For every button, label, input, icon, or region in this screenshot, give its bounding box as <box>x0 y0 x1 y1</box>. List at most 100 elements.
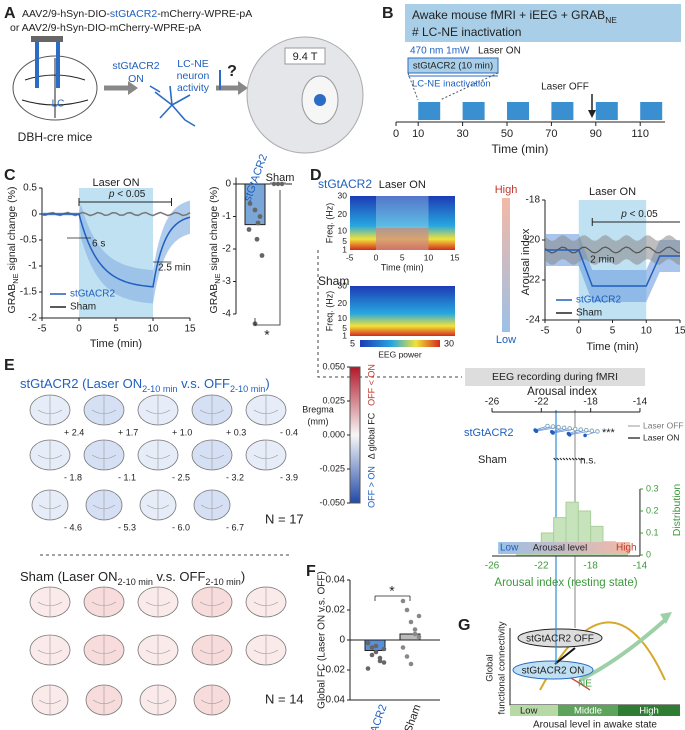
text-part: -mCherry-WPRE-pA <box>157 8 252 20</box>
label: 90 <box>590 128 602 140</box>
label: + 2.4 <box>64 427 84 437</box>
p-bracket <box>591 218 680 226</box>
axes <box>349 580 440 701</box>
label: stGtACR2 <box>112 60 159 72</box>
dot <box>246 227 252 232</box>
dot <box>365 666 371 671</box>
label: Middle <box>574 706 602 717</box>
label: 1 <box>342 330 347 340</box>
label: Sham <box>70 302 96 313</box>
level-high <box>618 705 680 716</box>
label: (mm) <box>308 416 329 426</box>
label: Distribution <box>671 484 683 537</box>
label: 5 <box>350 338 355 348</box>
label: 5 <box>342 236 347 246</box>
slice-lines <box>145 440 171 470</box>
label: # LC-NE inactivation <box>412 25 521 39</box>
spectrogram <box>350 286 455 336</box>
zoom-lines <box>407 72 499 101</box>
stgtacr2-line <box>545 249 680 287</box>
label: 0.050 <box>322 361 345 371</box>
label: 30 <box>338 280 348 290</box>
label: stGtACR2 <box>361 703 389 730</box>
label: -1 <box>28 261 37 272</box>
slice-lines <box>91 440 117 470</box>
label: 15 <box>674 326 685 337</box>
label: -22 <box>526 275 541 286</box>
text-part: < 0.05 <box>114 189 145 200</box>
label: Sham <box>266 172 295 184</box>
text-part: ) <box>241 569 245 584</box>
dot <box>595 429 600 434</box>
arrow <box>554 647 576 665</box>
laser-block <box>595 102 618 120</box>
label: 10 <box>338 225 348 235</box>
label: 10 <box>147 324 159 335</box>
label: stGtACR2 (Laser ON2-10 min v.s. OFF2-10 … <box>20 376 270 394</box>
label: Sham <box>576 308 602 319</box>
label: 0 <box>76 324 82 335</box>
sham-dot <box>568 457 572 461</box>
label: 0.02 <box>326 605 346 616</box>
label: Laser ON <box>478 46 521 57</box>
optic-fiber <box>35 36 39 88</box>
sham-line <box>41 211 191 217</box>
label: -26 <box>485 397 500 408</box>
text-part: p <box>108 189 115 200</box>
label: High <box>639 706 659 717</box>
label: -5 <box>346 252 354 262</box>
label: 9.4 T <box>293 51 318 63</box>
arousal-arrow <box>502 198 510 332</box>
text-part: 2-10 min <box>142 384 177 394</box>
coil <box>314 94 326 106</box>
sham-dot <box>577 457 581 461</box>
text-part: p <box>620 209 627 220</box>
label: Global <box>485 654 496 681</box>
label: -3 <box>222 276 231 287</box>
dot <box>412 627 418 632</box>
slice-lines <box>37 440 63 470</box>
label: - 0.4 <box>280 427 298 437</box>
label: -0.04 <box>322 695 345 706</box>
colorbar <box>349 366 361 504</box>
label: Global FC (Laser ON v.s. OFF) <box>317 571 328 709</box>
label: Sham <box>318 274 349 288</box>
text-part: 2-10 min <box>118 577 153 587</box>
text-part: 2-10 min <box>205 577 240 587</box>
label: Low <box>520 706 538 717</box>
dot <box>373 649 379 655</box>
label: Laser OFF <box>643 420 684 430</box>
dot <box>416 634 422 640</box>
dot <box>257 214 263 219</box>
axes <box>492 489 641 557</box>
label: stGtACR2 <box>576 295 621 306</box>
label: LC-NE <box>177 58 209 70</box>
pair-line <box>552 428 576 434</box>
label: - 5.3 <box>118 522 136 532</box>
label: -14 <box>633 561 648 572</box>
label: OFF > ON <box>366 466 376 508</box>
text-part: v.s. OFF <box>153 569 206 584</box>
slice-lines <box>201 490 223 520</box>
label: or AAV2/9-hSyn-DIO-mCherry-WPRE-pA <box>10 22 201 34</box>
label: Laser OFF <box>541 82 589 93</box>
colorbar <box>360 340 440 347</box>
text-part: Awake mouse fMRI + iEEG + GRAB <box>412 8 605 22</box>
panel-label: A <box>4 5 16 22</box>
level-low <box>510 705 558 716</box>
label: stGtACR2 <box>70 289 115 300</box>
label: activity <box>177 82 210 94</box>
pair-line <box>536 426 559 432</box>
text-part: signal change (%) <box>6 187 18 274</box>
laser-block <box>551 102 574 120</box>
on-ellipse <box>512 660 594 680</box>
level-middle <box>558 705 618 716</box>
dot <box>567 433 572 437</box>
label: Time (min) <box>381 262 424 272</box>
dot <box>556 424 561 430</box>
label: 5 <box>610 326 616 337</box>
label: 20 <box>338 209 348 219</box>
label: -0.025 <box>319 463 345 473</box>
sig-bracket <box>254 190 281 326</box>
